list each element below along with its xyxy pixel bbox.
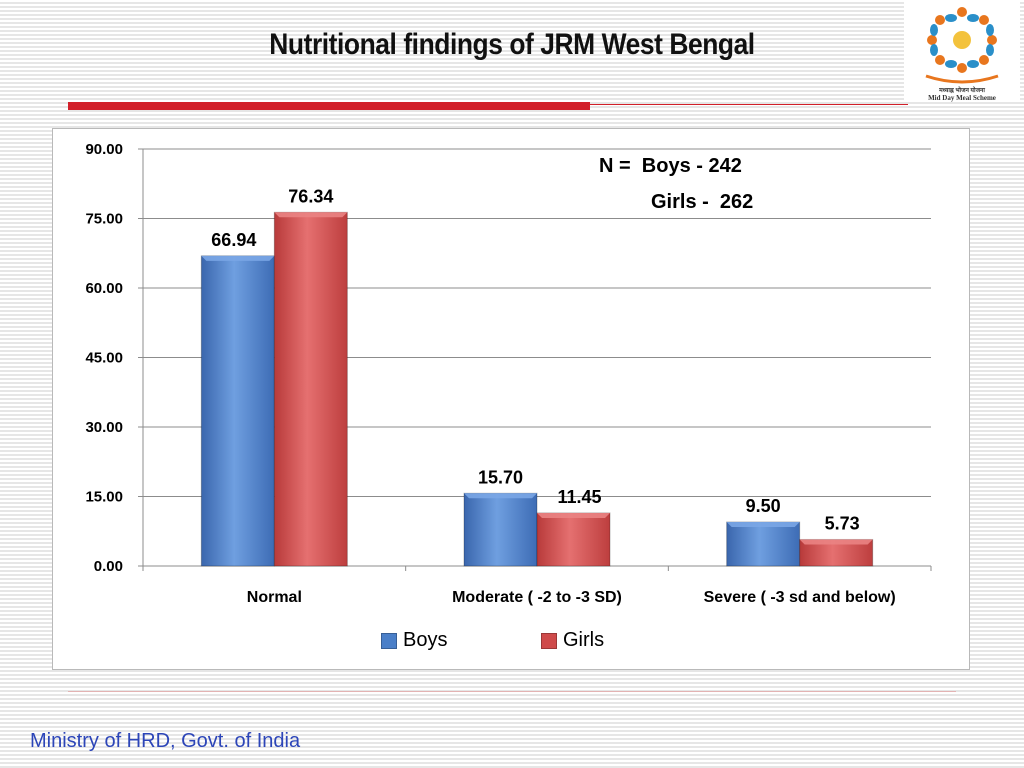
title-underline-thin	[590, 104, 908, 105]
bar-boys-2	[726, 521, 801, 567]
footer-text: Ministry of HRD, Govt. of India	[30, 730, 301, 752]
legend-item-girls: Girls	[541, 629, 604, 652]
footer-divider	[68, 691, 956, 692]
bar-boys-0	[200, 255, 275, 567]
bar-girls-0	[273, 211, 348, 567]
logo-english-text: Mid Day Meal Scheme	[928, 94, 996, 102]
y-tick-label: 0.00	[94, 558, 123, 575]
data-label-girls-2: 5.73	[825, 513, 860, 533]
y-tick-label: 60.00	[85, 280, 123, 297]
bar-top-bevel	[726, 521, 800, 527]
data-label-boys-0: 66.94	[211, 230, 256, 250]
legend-swatch-boys	[381, 632, 397, 649]
title-underline-red	[68, 102, 590, 110]
bar-girls-1	[536, 512, 611, 567]
logo-emblem-icon	[925, 7, 999, 84]
chart-container: 0.00 15.00 30.00 45.00 60.00 75.00 90.00 Normal…	[52, 128, 970, 670]
legend-label-girls: Girls	[563, 629, 605, 651]
bar-top-bevel	[537, 512, 610, 518]
y-tick-label: 90.00	[85, 141, 123, 158]
x-category-label: Moderate ( -2 to -3 SD)	[452, 589, 622, 606]
y-tick-label: 45.00	[85, 350, 123, 367]
labels: 0.00 15.00 30.00 45.00 60.00 75.00 90.00 Normal…	[85, 141, 895, 606]
bar-top-bevel	[464, 493, 537, 499]
legend-label-boys: Boys	[403, 629, 448, 651]
x-category-label: Normal	[247, 589, 302, 606]
legend-swatch-girls	[541, 632, 557, 649]
slide-title: Nutritional findings of JRM West Bengal	[269, 28, 755, 61]
data-label-boys-1: 15.70	[478, 467, 523, 487]
logo-hindi-text: मध्याह्न भोजन योजना	[939, 88, 985, 94]
data-label-girls-0: 76.34	[288, 186, 333, 206]
y-tick-label: 30.00	[85, 419, 123, 436]
sample-size-girls: Girls - 262	[651, 191, 754, 213]
y-tick-label: 15.00	[85, 489, 123, 506]
bar-top-bevel	[201, 255, 275, 261]
bar-top-bevel	[799, 539, 873, 545]
mid-day-meal-logo: मध्याह्न भोजन योजना Mid Day Meal Scheme	[904, 2, 1020, 102]
sample-size-boys: N = Boys - 242	[599, 155, 742, 177]
bars	[200, 211, 874, 567]
bar-boys-1	[463, 492, 538, 567]
y-tick-label: 75.00	[85, 211, 123, 228]
bar-chart: 0.00 15.00 30.00 45.00 60.00 75.00 90.00 Normal…	[85, 141, 932, 606]
x-category-label: Severe ( -3 sd and below)	[704, 589, 896, 606]
legend-item-boys: Boys	[381, 629, 447, 652]
bar-top-bevel	[274, 212, 348, 218]
data-label-boys-2: 9.50	[746, 496, 781, 516]
data-label-girls-1: 11.45	[557, 487, 601, 507]
